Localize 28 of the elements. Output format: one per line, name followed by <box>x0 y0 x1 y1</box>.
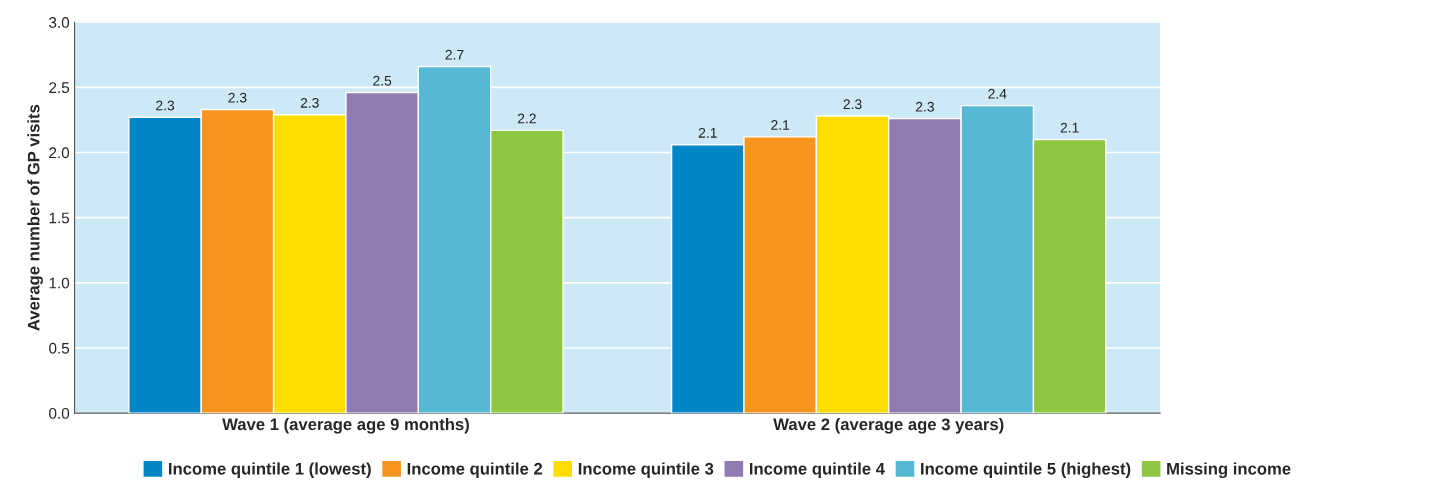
data-label: 2.7 <box>445 49 464 60</box>
y-tick-label: 3.0 <box>49 17 70 28</box>
data-label: 2.3 <box>228 92 247 103</box>
y-tick-label: 0.5 <box>49 342 70 354</box>
data-label: 2.1 <box>771 120 790 130</box>
y-tick-label: 0.0 <box>49 408 70 419</box>
data-label: 2.3 <box>843 99 862 110</box>
legend-label: Income quintile 5 (highest) <box>921 462 1131 478</box>
x-tick-label: Wave 2 (average age 3 years) <box>773 418 1004 434</box>
legend-label: Income quintile 3 <box>578 462 714 478</box>
x-tick-label: Wave 1 (average age 9 months) <box>222 418 469 434</box>
y-tick-label: 2.0 <box>49 147 70 159</box>
data-label: 2.3 <box>300 97 319 108</box>
data-label: 2.3 <box>915 101 934 112</box>
data-label: 2.5 <box>373 75 392 86</box>
legend-label: Income quintile 4 <box>749 462 885 478</box>
y-tick-label: 2.5 <box>49 82 70 94</box>
data-label: 2.4 <box>988 88 1007 99</box>
data-label: 2.1 <box>1060 122 1079 133</box>
y-tick-label: 1.0 <box>49 277 70 289</box>
legend-label: Income quintile 2 <box>407 462 543 478</box>
legend-label: Missing income <box>1167 462 1291 478</box>
data-label: 2.3 <box>156 100 175 111</box>
y-tick-label: 1.5 <box>49 212 70 224</box>
y-axis-title: Average number of GP visits <box>27 104 43 331</box>
legend-label: Income quintile 1 (lowest) <box>169 462 371 478</box>
data-label: 2.1 <box>698 127 717 138</box>
data-label: 2.2 <box>517 113 536 124</box>
